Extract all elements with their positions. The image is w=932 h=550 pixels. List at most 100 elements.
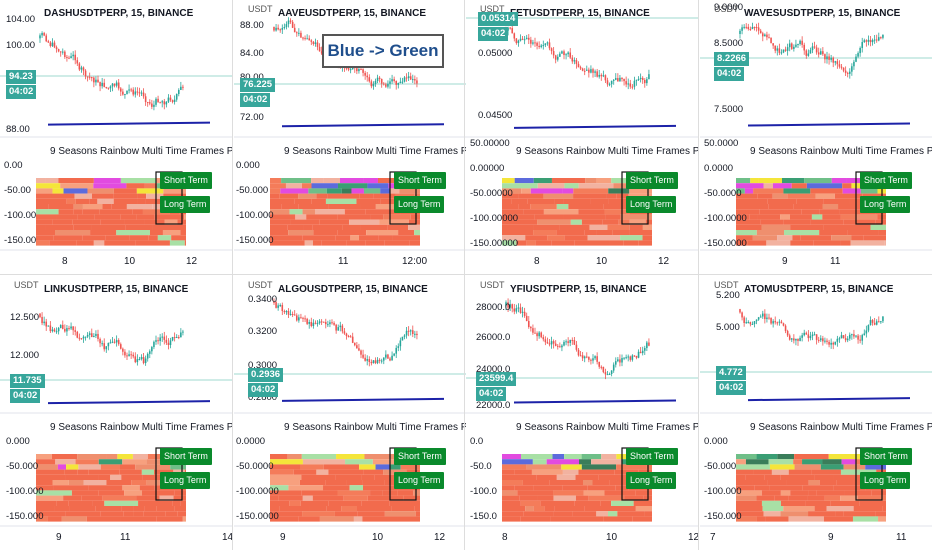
candle-body: [813, 334, 816, 336]
long-term-button[interactable]: Long Term: [860, 196, 911, 213]
candle-body: [64, 51, 66, 57]
rainbow-band: [736, 516, 757, 522]
candle-body: [55, 47, 58, 50]
rainbow-band: [757, 214, 781, 220]
y-tick-label: 72.00: [240, 112, 264, 123]
rainbow-band: [823, 516, 853, 522]
x-tick-label: 10: [124, 256, 136, 267]
rainbow-band: [174, 506, 186, 512]
rainbow-band: [92, 500, 105, 506]
candle-body: [598, 74, 601, 77]
candle-body: [741, 312, 743, 318]
rainbow-band: [553, 511, 573, 517]
short-term-button[interactable]: Short Term: [160, 172, 212, 189]
candle-body: [751, 27, 754, 30]
chart-panel[interactable]: ALGOUSDTPERP, 15, BINANCE USDT 0.3400 0.320…: [234, 276, 466, 550]
rainbow-band: [618, 219, 630, 225]
long-term-button[interactable]: Long Term: [160, 196, 211, 213]
candle-body: [403, 335, 406, 337]
rainbow-band: [321, 240, 347, 246]
indicator-tick-label: 0.0000: [236, 436, 266, 447]
rainbow-band: [270, 490, 302, 496]
candle-body: [93, 77, 95, 83]
long-term-button[interactable]: Long Term: [626, 196, 677, 213]
rainbow-band: [564, 454, 582, 460]
rainbow-band: [298, 204, 329, 210]
rainbow-band: [71, 490, 99, 496]
candle-body: [279, 29, 282, 31]
candle-body: [374, 80, 377, 85]
short-term-button[interactable]: Short Term: [860, 448, 912, 465]
rainbow-band: [270, 495, 279, 501]
rainbow-band: [736, 209, 760, 215]
short-term-button[interactable]: Short Term: [160, 448, 212, 465]
short-term-button[interactable]: Short Term: [626, 448, 678, 465]
chart-panel[interactable]: DASHUSDTPERP, 15, BINANCE104.00100.0096.…: [0, 0, 232, 274]
candle-body: [571, 339, 574, 341]
rainbow-band: [75, 459, 99, 465]
price-chart[interactable]: [0, 0, 232, 274]
candle-body: [559, 346, 561, 348]
indicator-tick-label: 0.000: [704, 436, 728, 447]
price-chart[interactable]: [700, 276, 932, 550]
candle-body: [770, 318, 772, 324]
candle-body: [393, 79, 395, 81]
candle-body: [167, 342, 170, 345]
candle-body: [385, 84, 387, 87]
candle-body: [861, 335, 864, 341]
rainbow-band: [154, 214, 185, 220]
rainbow-band: [174, 490, 186, 496]
rainbow-band: [131, 480, 147, 486]
candle-body: [281, 305, 284, 312]
rainbow-band: [796, 198, 824, 204]
rainbow-band: [95, 506, 122, 512]
rainbow-band: [100, 464, 120, 470]
candle-body: [298, 32, 300, 34]
candle-body: [822, 51, 824, 55]
rainbow-band: [270, 198, 295, 204]
short-term-button[interactable]: Short Term: [394, 448, 446, 465]
candle-body: [840, 335, 843, 339]
candle-body: [39, 35, 41, 39]
candle-body: [335, 324, 337, 331]
candle-body: [817, 339, 820, 341]
candle-body: [109, 86, 112, 89]
support-line: [47, 121, 211, 126]
rainbow-band: [98, 474, 111, 480]
chart-panel[interactable]: LINKUSDTPERP, 15, BINANCE USDT 12.500 12.00…: [0, 276, 232, 550]
rainbow-band: [129, 235, 149, 241]
candle-body: [554, 343, 557, 346]
long-term-button[interactable]: Long Term: [160, 472, 211, 489]
long-term-button[interactable]: Long Term: [860, 472, 911, 489]
candle-body: [43, 33, 45, 36]
rainbow-band: [801, 209, 820, 215]
rainbow-band: [77, 469, 89, 475]
rainbow-band: [536, 474, 557, 480]
chart-panel[interactable]: FETUSDTPERP, 15, BINANCE USDT 0.05000 0.045…: [466, 0, 698, 274]
chart-panel[interactable]: WAVESUSDTPERP, 15, BINANCE USDT 9.0000 8.50…: [700, 0, 932, 274]
price-chart[interactable]: [466, 276, 698, 550]
price-chart[interactable]: [466, 0, 698, 274]
candle-body: [95, 79, 97, 83]
rainbow-band: [270, 224, 288, 230]
long-term-button[interactable]: Long Term: [626, 472, 677, 489]
chart-panel[interactable]: ATOMUSDTPERP, 15, BINANCE USDT 5.200 5.000 4…: [700, 276, 932, 550]
long-term-button[interactable]: Long Term: [394, 472, 445, 489]
indicator-tick-label: -50.0: [470, 461, 492, 472]
price-chart[interactable]: [0, 276, 232, 550]
chart-panel[interactable]: YFIUSDTPERP, 15, BINANCE USDT 28000.0 26000…: [466, 276, 698, 550]
rainbow-band: [316, 193, 328, 199]
short-term-button[interactable]: Short Term: [394, 172, 446, 189]
candle-body: [509, 27, 511, 29]
rainbow-band: [514, 178, 534, 184]
rainbow-band: [736, 469, 754, 475]
rainbow-band: [578, 459, 592, 465]
candle-body: [612, 364, 615, 371]
short-term-button[interactable]: Short Term: [626, 172, 678, 189]
candle-body: [511, 304, 514, 309]
short-term-button[interactable]: Short Term: [860, 172, 912, 189]
rainbow-band: [811, 469, 841, 475]
price-chart[interactable]: [234, 276, 466, 550]
long-term-button[interactable]: Long Term: [394, 196, 445, 213]
candle-body: [863, 333, 866, 336]
